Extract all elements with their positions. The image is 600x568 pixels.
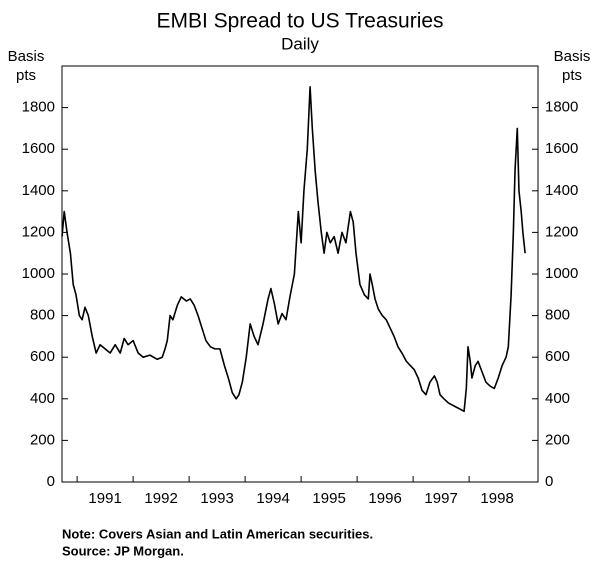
y-tick-label: 1600 [22,140,55,157]
y2-axis-label: pts [562,67,582,84]
y-tick-label: 1000 [22,265,55,282]
y2-tick-label: 600 [545,348,570,365]
x-tick-label: 1997 [424,490,457,507]
y2-tick-label: 1800 [545,99,578,116]
y2-tick-label: 400 [545,390,570,407]
y-tick-label: 1400 [22,182,55,199]
x-tick-label: 1994 [256,490,289,507]
y2-tick-label: 0 [545,473,553,490]
x-tick-label: 1995 [312,490,345,507]
y-axis-label: Basis [8,48,45,65]
y2-tick-label: 1600 [545,140,578,157]
note: Note: Covers Asian and Latin American se… [62,526,373,541]
y2-tick-label: 1200 [545,223,578,240]
y-tick-label: 1200 [22,223,55,240]
y2-tick-label: 800 [545,307,570,324]
plot-frame [61,65,539,483]
x-tick-label: 1993 [200,490,233,507]
x-tick-label: 1991 [88,490,121,507]
x-tick-label: 1996 [368,490,401,507]
y-axis-label: pts [16,67,36,84]
x-tick-label: 1992 [144,490,177,507]
chart-title: EMBI Spread to US Treasuries [156,10,443,33]
y-tick-label: 1800 [22,99,55,116]
y2-tick-label: 1400 [545,182,578,199]
y-tick-label: 200 [30,431,55,448]
y-tick-label: 400 [30,390,55,407]
y-tick-label: 800 [30,307,55,324]
data-line [61,86,526,413]
chart-subtitle: Daily [281,34,319,53]
x-tick-label: 1998 [480,490,513,507]
y-tick-label: 600 [30,348,55,365]
y2-axis-label: Basis [554,48,591,65]
source: Source: JP Morgan. [62,543,184,558]
y2-tick-label: 1000 [545,265,578,282]
y-tick-label: 0 [47,473,55,490]
y2-tick-label: 200 [545,431,570,448]
